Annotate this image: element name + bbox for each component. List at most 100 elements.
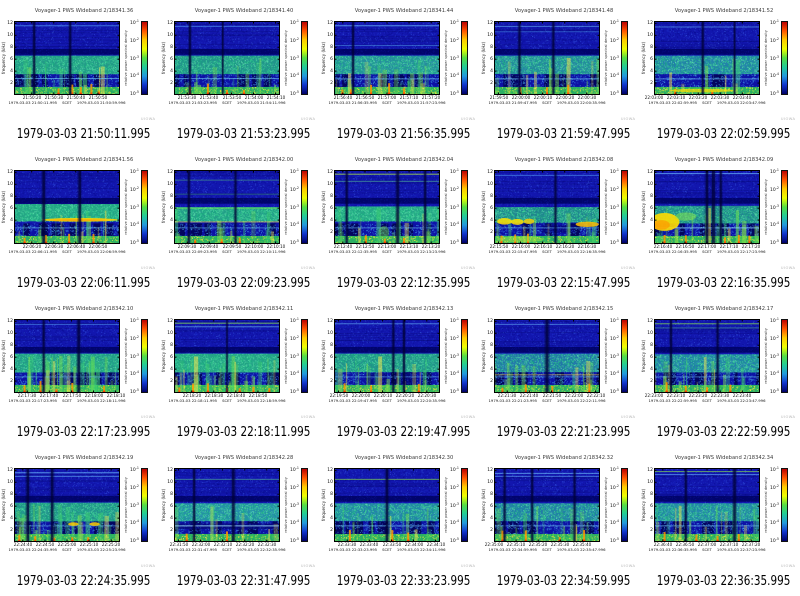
colorbar-tick-exponent: -1: [615, 167, 619, 172]
scet-label: SCET: [382, 548, 392, 553]
spectrogram-cell[interactable]: Voyager-1 PWS Wideband 2/18342.10 freque…: [0, 298, 160, 447]
y-tick-label: 8: [330, 193, 333, 199]
colorbar-tick-base: 10: [610, 467, 616, 473]
y-tick-label: 8: [490, 491, 493, 497]
y-axis-label: frequency (kHz): [161, 339, 167, 373]
spectrogram-cell[interactable]: Voyager-1 PWS Wideband 2/18342.19 freque…: [0, 447, 160, 596]
colorbar-tick-base: 10: [770, 169, 776, 175]
colorbar-tick-exponent: -5: [135, 387, 139, 392]
spectrogram-cell[interactable]: Voyager-1 PWS Wideband 2/18341.44 freque…: [320, 0, 480, 149]
colorbar-tick-exponent: -5: [135, 536, 139, 541]
colorbar-tick-exponent: -1: [295, 316, 299, 321]
colorbar-tick-label: 10-3: [130, 54, 139, 61]
colorbar-tick-label: 10-5: [130, 537, 139, 544]
spectrogram-image: [14, 21, 120, 95]
y-axis-label: frequency (kHz): [641, 190, 647, 224]
colorbar-tick-base: 10: [610, 318, 616, 324]
plot-title: Voyager-1 PWS Wideband 2/18342.28: [194, 454, 294, 461]
processing-stamp: UIOWA: [620, 117, 635, 122]
x-tick-label: 22:16:10: [533, 245, 552, 250]
colorbar-tick-exponent: -2: [295, 483, 299, 488]
spectrogram-cell[interactable]: Voyager-1 PWS Wideband 2/18341.48 freque…: [480, 0, 640, 149]
spectrogram-cell[interactable]: Voyager-1 PWS Wideband 2/18342.00 freque…: [160, 149, 320, 298]
spectrogram-image: [334, 319, 440, 393]
scet-end-time: 1979-03-03 22:00:35.996: [556, 101, 606, 106]
x-tick-label: 22:25:00: [57, 543, 77, 548]
y-tick-label: 2: [490, 378, 493, 384]
scet-line: 1979-03-03 22:17:23.995 SCET 1979-03-03 …: [9, 399, 126, 403]
y-tick-label: 8: [330, 342, 333, 348]
spectrogram-cell[interactable]: Voyager-1 PWS Wideband 2/18342.17 freque…: [640, 298, 800, 447]
y-tick-label: 8: [10, 193, 13, 199]
colorbar-tick-base: 10: [290, 38, 296, 44]
colorbar-tick-base: 10: [610, 538, 616, 544]
spectrogram-cell[interactable]: Voyager-1 PWS Wideband 2/18341.52 freque…: [640, 0, 800, 149]
spectrogram-cell[interactable]: Voyager-1 PWS Wideband 2/18342.04 freque…: [320, 149, 480, 298]
spectrogram-image: [174, 21, 280, 95]
colorbar-tick-base: 10: [290, 502, 296, 508]
colorbar: [461, 170, 468, 244]
x-tick-label: 22:17:30: [17, 394, 37, 399]
colorbar-tick-label: 10-2: [770, 335, 779, 342]
plot-title: Voyager-1 PWS Wideband 2/18342.15: [514, 305, 614, 312]
x-tick-label: 21:57:20: [421, 96, 441, 101]
spectrogram-cell[interactable]: Voyager-1 PWS Wideband 2/18341.40 freque…: [160, 0, 320, 149]
spectrogram-cell[interactable]: Voyager-1 PWS Wideband 2/18342.11 freque…: [160, 298, 320, 447]
colorbar-tick-base: 10: [450, 73, 456, 79]
colorbar-tick-exponent: -1: [135, 465, 139, 470]
colorbar-tick-base: 10: [610, 187, 616, 193]
colorbar-tick-base: 10: [130, 520, 136, 526]
colorbar-tick-exponent: -2: [295, 334, 299, 339]
x-tick-label: 22:37:20: [741, 543, 761, 548]
spectrogram-cell[interactable]: Voyager-1 PWS Wideband 2/18342.30 freque…: [320, 447, 480, 596]
y-axis-label: frequency (kHz): [1, 41, 7, 75]
colorbar-tick-base: 10: [130, 187, 136, 193]
spectrogram-cell[interactable]: Voyager-1 PWS Wideband 2/18341.56 freque…: [0, 149, 160, 298]
y-tick-label: 6: [170, 503, 173, 509]
colorbar-tick-label: 10-3: [610, 54, 619, 61]
spectrogram-cell[interactable]: Voyager-1 PWS Wideband 2/18342.34 freque…: [640, 447, 800, 596]
colorbar: [621, 319, 628, 393]
colorbar: [301, 468, 308, 542]
colorbar-tick-exponent: -3: [455, 203, 459, 208]
spectrogram-cell[interactable]: Voyager-1 PWS Wideband 2/18342.13 freque…: [320, 298, 480, 447]
colorbar-label: relative power spectral density: [124, 328, 128, 384]
spectrogram-cell[interactable]: Voyager-1 PWS Wideband 2/18342.28 freque…: [160, 447, 320, 596]
scet-label: SCET: [542, 101, 552, 106]
colorbar-tick-label: 10-5: [450, 537, 459, 544]
colorbar-tick-label: 10-1: [130, 168, 139, 175]
colorbar-tick-exponent: -5: [775, 238, 779, 243]
colorbar-tick-base: 10: [130, 485, 136, 491]
x-tick-label: 21:56:40: [333, 96, 353, 101]
processing-stamp: UIOWA: [780, 564, 795, 569]
spectrogram-image: [654, 468, 760, 542]
colorbar-tick-exponent: -4: [295, 370, 299, 375]
spectrogram-cell[interactable]: Voyager-1 PWS Wideband 2/18342.15 freque…: [480, 298, 640, 447]
timestamp-caption: 1979-03-03 21:59:47.995: [480, 123, 640, 142]
x-tick-label: 22:37:10: [719, 543, 739, 548]
colorbar: [781, 319, 788, 393]
colorbar-tick-base: 10: [450, 502, 456, 508]
timestamp-text: 1979-03-03 22:33:23.995: [336, 574, 471, 589]
spectrogram-cell[interactable]: Voyager-1 PWS Wideband 2/18342.08 freque…: [480, 149, 640, 298]
colorbar-tick-exponent: -3: [295, 203, 299, 208]
colorbar-tick-label: 10-3: [770, 203, 779, 210]
y-tick-label: 10: [327, 479, 333, 485]
x-tick-label: 22:35:30: [550, 543, 570, 548]
colorbar: [141, 468, 148, 542]
colorbar-tick-label: 10-5: [610, 388, 619, 395]
colorbar-tick-exponent: -5: [615, 536, 619, 541]
colorbar-tick-base: 10: [450, 222, 456, 228]
spectrogram-cell[interactable]: Voyager-1 PWS Wideband 2/18342.32 freque…: [480, 447, 640, 596]
colorbar-tick-exponent: -5: [135, 89, 139, 94]
plot-title: Voyager-1 PWS Wideband 2/18342.04: [354, 156, 454, 163]
colorbar-label: relative power spectral density: [444, 30, 448, 86]
timestamp-text: 1979-03-03 22:31:47.995: [176, 574, 311, 589]
spectrogram-cell[interactable]: Voyager-1 PWS Wideband 2/18342.09 freque…: [640, 149, 800, 298]
y-tick-label: 12: [7, 467, 13, 473]
y-tick-label: 8: [650, 44, 653, 50]
spectrogram-cell[interactable]: Voyager-1 PWS Wideband 2/18341.36 freque…: [0, 0, 160, 149]
colorbar-tick-base: 10: [290, 204, 296, 210]
y-tick-label: 6: [170, 354, 173, 360]
scet-line: 1979-03-03 22:12:35.995 SCET 1979-03-03 …: [329, 250, 446, 254]
